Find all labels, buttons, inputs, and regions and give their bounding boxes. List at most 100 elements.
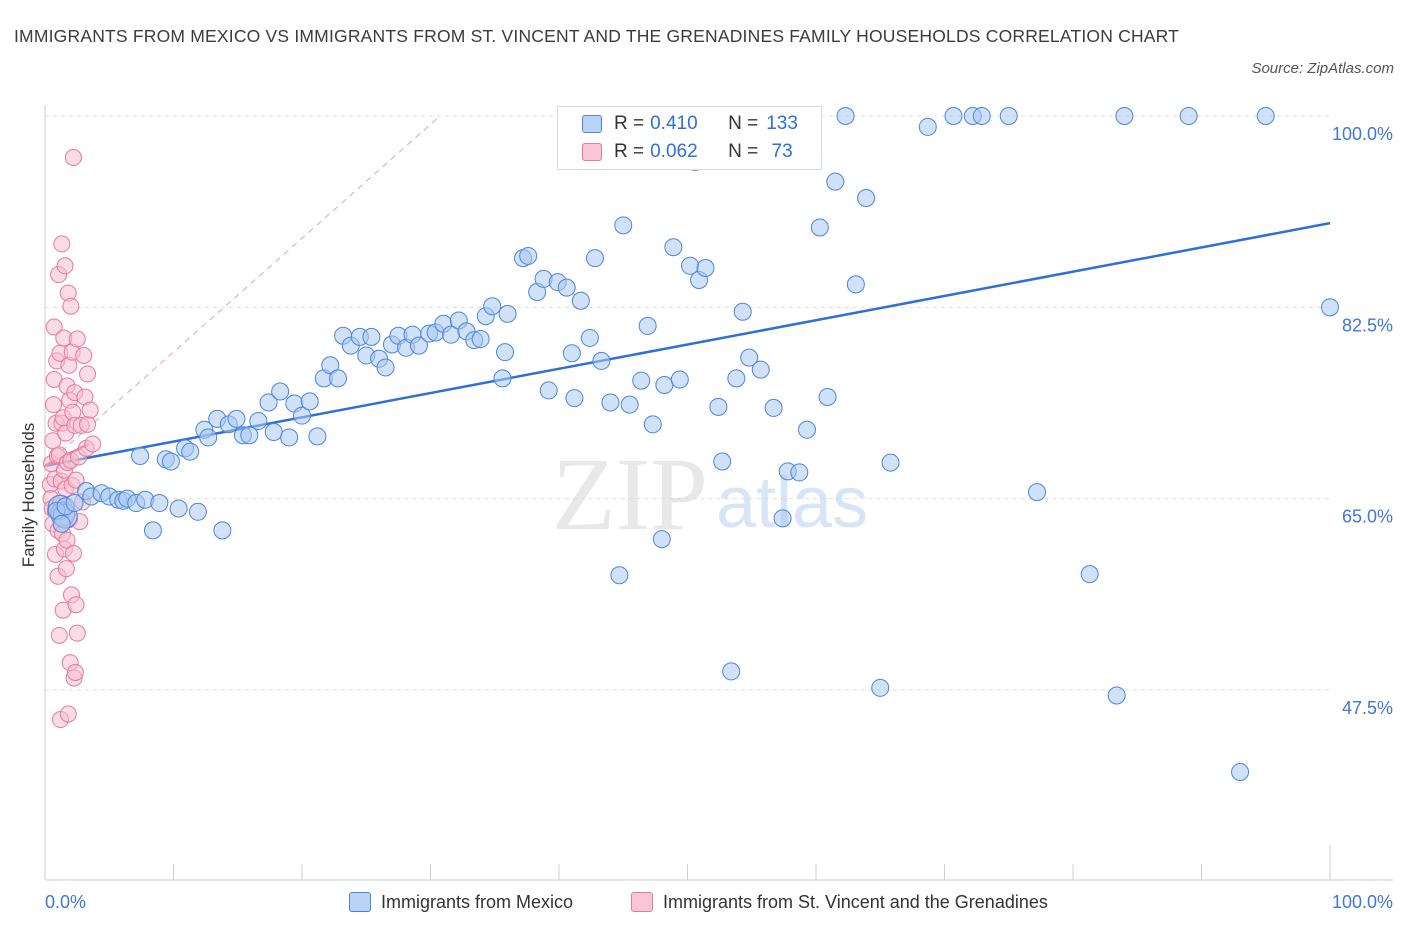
legend-n-value: 73 [766, 141, 793, 162]
data-point-mexico [655, 375, 674, 394]
grid-layer [45, 115, 1330, 691]
data-point-mexico [259, 393, 278, 412]
data-point-mexico [620, 395, 639, 414]
data-point-mexico [638, 316, 657, 335]
data-point-mexico [846, 275, 865, 294]
data-point-mexico [764, 398, 783, 417]
correlation-legend: R = 0.410 N = 133 R = 0.062 N = 73 [557, 106, 822, 170]
data-point-mexico [818, 387, 837, 406]
legend-row-stvincent: R = 0.062 N = 73 [582, 139, 793, 165]
data-point-mexico [131, 447, 150, 466]
data-point-stvincent [68, 624, 86, 642]
data-point-mexico [918, 117, 937, 136]
data-point-mexico [161, 452, 180, 471]
data-point-mexico [670, 370, 689, 389]
data-point-mexico [240, 426, 259, 445]
legend-r-label: R = [614, 113, 645, 134]
data-point-mexico [328, 369, 347, 388]
data-point-mexico [52, 514, 71, 533]
legend-n-label: N = [728, 141, 759, 162]
data-point-stvincent [62, 297, 80, 315]
legend-r-value: 0.062 [650, 141, 698, 162]
bottom-legend-mexico: Immigrants from Mexico [349, 889, 573, 915]
data-point-mexico [1256, 107, 1275, 125]
data-point-mexico [264, 422, 283, 441]
legend-swatch-pink [582, 143, 602, 161]
chart-source: Source: ZipAtlas.com [1251, 60, 1394, 77]
data-point-mexico [1080, 565, 1099, 584]
y-tick-label: 65.0% [1342, 507, 1393, 527]
data-point-stvincent [66, 664, 84, 682]
data-point-mexico [213, 521, 232, 540]
data-point-mexico [871, 678, 890, 697]
data-point-mexico [652, 530, 671, 549]
data-point-mexico [376, 358, 395, 377]
data-point-mexico [713, 452, 732, 471]
y-tick-label: 100.0% [1332, 124, 1393, 144]
data-point-stvincent [75, 346, 93, 364]
data-point-stvincent [53, 235, 71, 253]
data-point-mexico [293, 406, 311, 425]
legend-r-value: 0.410 [650, 113, 698, 134]
data-point-mexico [999, 107, 1018, 125]
data-point-mexico [280, 428, 299, 447]
data-point-mexico [539, 381, 558, 400]
data-point-mexico [181, 442, 200, 461]
data-point-mexico [580, 328, 599, 347]
legend-swatch-blue [582, 115, 602, 133]
data-point-mexico [557, 278, 576, 297]
bottom-legend-swatch-pink [631, 892, 653, 912]
bottom-legend-label-mexico: Immigrants from Mexico [381, 891, 574, 912]
data-point-mexico [409, 336, 428, 355]
bottom-legend-swatch-blue [349, 892, 371, 912]
data-point-stvincent [59, 705, 77, 723]
data-point-mexico [610, 566, 629, 585]
data-point-mexico [727, 369, 746, 388]
data-point-mexico [709, 397, 728, 416]
data-point-stvincent [81, 401, 99, 419]
data-point-mexico [826, 172, 845, 191]
axes-layer [44, 105, 1393, 881]
watermark: ZIP atlas [552, 437, 868, 552]
y-axis-label: Family Households [19, 422, 38, 568]
data-point-mexico [601, 393, 620, 412]
data-point-mexico [362, 327, 381, 346]
data-point-mexico [1107, 686, 1126, 705]
data-point-stvincent [50, 626, 68, 644]
data-point-mexico [733, 302, 752, 321]
data-point-stvincent [45, 318, 63, 336]
data-point-mexico [227, 409, 246, 428]
legend-r-label: R = [614, 141, 645, 162]
data-point-mexico [585, 249, 604, 268]
data-point-mexico [740, 348, 759, 367]
data-point-mexico [143, 521, 162, 540]
data-point-mexico [810, 218, 829, 237]
data-point-mexico [773, 509, 792, 528]
data-point-mexico [308, 427, 327, 446]
data-point-stvincent [79, 365, 97, 383]
data-point-mexico [571, 291, 590, 310]
data-point-stvincent [44, 432, 62, 450]
tick-labels: 47.5% 65.0% 82.5% 100.0% 0.0% 100.0% [45, 124, 1393, 912]
data-point-mexico [188, 502, 207, 521]
legend-n-value: 133 [766, 113, 798, 134]
data-point-mexico [65, 494, 84, 513]
data-point-mexico [722, 662, 741, 681]
watermark-zip: ZIP [552, 437, 708, 552]
data-point-stvincent [44, 396, 62, 414]
data-point-mexico [592, 351, 611, 370]
data-point-mexico [496, 343, 515, 362]
data-point-mexico [493, 369, 512, 388]
data-point-stvincent [79, 415, 97, 433]
data-point-mexico [1115, 107, 1134, 125]
data-point-mexico [881, 453, 900, 472]
data-point-mexico [483, 297, 502, 316]
data-point-mexico [271, 382, 290, 401]
data-point-mexico [562, 344, 581, 363]
bottom-legend-stvincent: Immigrants from St. Vincent and the Gren… [631, 889, 1048, 915]
data-point-mexico [249, 412, 268, 431]
data-point-mexico [798, 420, 817, 439]
data-point-mexico [614, 216, 633, 235]
data-point-mexico [944, 107, 963, 125]
